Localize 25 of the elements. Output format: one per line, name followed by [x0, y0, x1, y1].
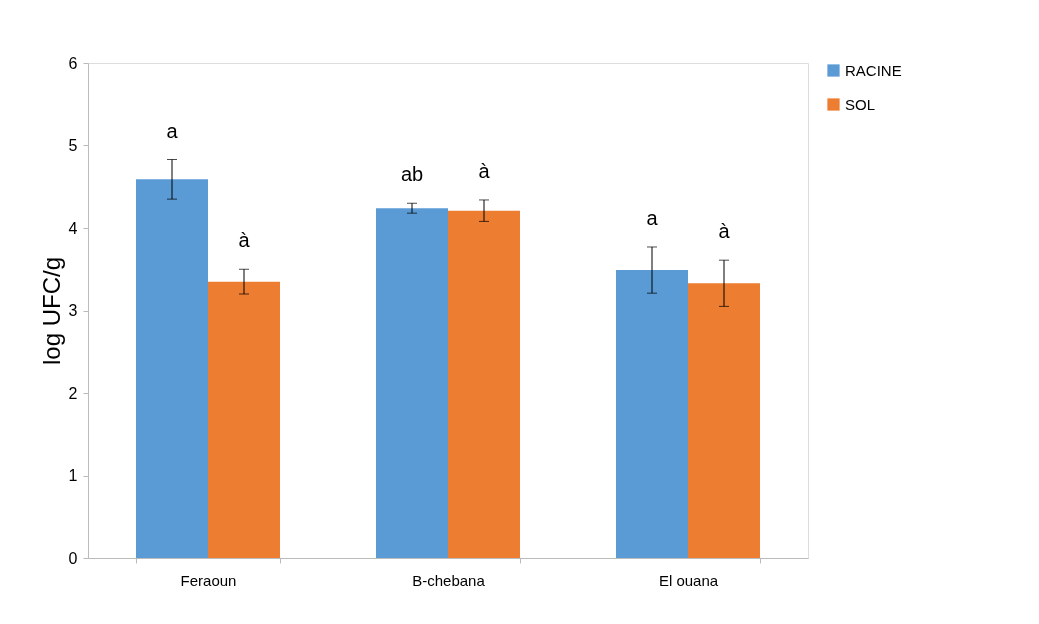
bar	[688, 283, 760, 558]
annotation: a	[166, 119, 179, 142]
y-tick-label: 0	[68, 549, 78, 567]
y-tick-label: 6	[68, 54, 78, 72]
bar	[208, 281, 280, 558]
legend-label: SOL	[845, 95, 876, 113]
y-tick-label: 5	[68, 137, 78, 154]
y-tick-label: 4	[68, 219, 78, 237]
x-tick-label: B-chebana	[412, 571, 486, 589]
x-tick-label: Feraoun	[180, 571, 237, 589]
annotation: à	[718, 220, 731, 243]
bar	[448, 210, 520, 558]
annotation: à	[478, 159, 491, 182]
annotation: à	[238, 229, 251, 252]
y-tick-label: 3	[68, 302, 78, 319]
bar	[376, 208, 448, 558]
x-tick-label: El ouana	[658, 571, 719, 589]
legend-label: RACINE	[845, 61, 902, 79]
bar	[136, 179, 208, 558]
bar	[616, 270, 688, 558]
y-tick-label: 1	[68, 467, 78, 484]
annotation: ab	[400, 163, 424, 186]
y-axis-title: log UFC/g	[37, 256, 65, 366]
annotation: a	[646, 206, 659, 229]
y-tick-label: 2	[68, 384, 78, 402]
